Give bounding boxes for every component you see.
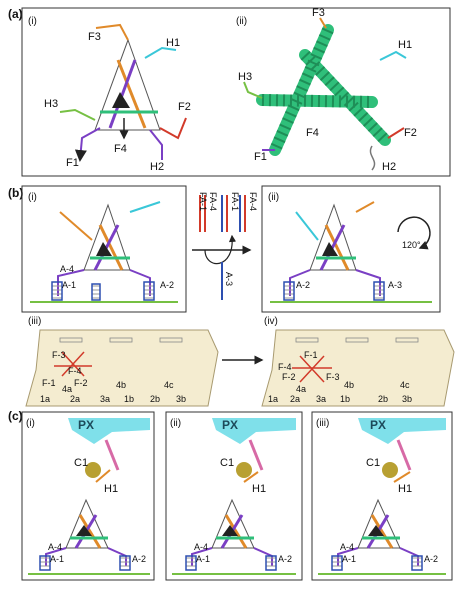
cargo-label-c-ii: C1 [220,457,234,469]
label-H1-a-i: H1 [166,37,180,49]
label-A2-b-ii: A-2 [296,280,310,290]
panel-b-ii-frame [261,185,441,313]
origami-iv-4a: 4a [296,384,306,394]
px-label-c-ii: PX [222,418,238,432]
duplex-label-2: FA-4 [208,192,218,211]
label-F2-a-ii: F2 [404,127,417,139]
rotation-label: 120° [402,240,421,250]
cargo-label-c-iii: C1 [366,457,380,469]
tile-3d-helix [243,17,407,171]
panel-label-c: (c) [8,409,23,423]
origami-iii-2b: 2b [150,394,160,404]
label-A1-b-i: A-1 [62,280,76,290]
origami-iv-1a: 1a [268,394,278,404]
tile-schematic [59,23,187,162]
walker-c-iii [318,418,446,575]
panel-c-ii-frame [165,411,303,581]
subpanel-label-b-i: (i) [28,192,37,203]
subpanel-label-c-iii: (iii) [316,418,329,429]
label-F2-a-i: F2 [178,101,191,113]
origami-iii-4b: 4b [116,380,126,390]
subpanel-label-c-ii: (ii) [170,418,181,429]
panel-a-frame [21,7,451,177]
duplex-label-3: FA-1 [230,192,240,211]
label-H1-c-i: H1 [104,483,118,495]
subpanel-label-a-ii: (ii) [236,16,247,27]
origami-iii [25,329,219,407]
origami-iii-F4: F-4 [68,366,82,376]
origami-iii-F3: F-3 [52,350,66,360]
label-H1-a-ii: H1 [398,39,412,51]
label-H3-a-ii: H3 [238,71,252,83]
px-label-c-i: PX [78,418,94,432]
origami-iv-4c: 4c [400,380,410,390]
origami-iv-4b: 4b [344,380,354,390]
origami-iv-1b: 1b [340,394,350,404]
label-F4-a-i: F4 [114,143,127,155]
panel-label-b: (b) [8,186,23,200]
label-A4-b-i: A-4 [60,264,74,274]
origami-iii-4a: 4a [62,384,72,394]
label-A1-c-i: A-1 [50,554,64,564]
origami-iii-4c: 4c [164,380,174,390]
origami-iv-2b: 2b [378,394,388,404]
label-F1-a-i: F1 [66,157,79,169]
label-A3-b-ii: A-3 [388,280,402,290]
label-A4-c-iii: A-4 [340,542,354,552]
label-H1-c-iii: H1 [398,483,412,495]
label-A2-b-i: A-2 [160,280,174,290]
duplex-label-1: FA-1 [198,192,208,211]
origami-iv-2a: 2a [290,394,300,404]
panel-c-iii-frame [311,411,453,581]
label-F1-a-ii: F1 [254,151,267,163]
reaction-scheme [192,195,252,300]
label-H2-a-i: H2 [150,161,164,173]
label-A2-c-iii: A-2 [424,554,438,564]
label-A2-c-i: A-2 [132,554,146,564]
walker-c-i [28,418,150,575]
panel-label-a: (a) [8,7,23,21]
subpanel-label-b-iii: (iii) [28,316,41,327]
cargo-label-c-i: C1 [74,457,88,469]
label-A3-strand: A-3 [224,272,234,286]
origami-iii-3a: 3a [100,394,110,404]
origami-iii-F2: F-2 [74,378,88,388]
walker-b-i [30,201,178,303]
label-A4-c-ii: A-4 [194,542,208,552]
panel-c-i-frame [21,411,155,581]
subpanel-label-a-i: (i) [28,16,37,27]
subpanel-label-b-ii: (ii) [268,192,279,203]
origami-iv-F2: F-2 [282,372,296,382]
label-F3-a-ii: F3 [312,7,325,19]
origami-iii-F1: F-1 [42,378,56,388]
origami-iv-3a: 3a [316,394,326,404]
label-F4-a-ii: F4 [306,127,319,139]
label-H1-c-ii: H1 [252,483,266,495]
walker-b-ii [270,201,432,303]
label-A1-c-iii: A-1 [342,554,356,564]
label-A2-c-ii: A-2 [278,554,292,564]
panel-b-i-frame [21,185,187,313]
origami-iv-F3: F-3 [326,372,340,382]
walker-c-ii [172,418,296,575]
origami-iii-2a: 2a [70,394,80,404]
origami-iii-3b: 3b [176,394,186,404]
label-H2-a-ii: H2 [382,161,396,173]
origami-iv [261,329,455,407]
subpanel-label-c-i: (i) [26,418,35,429]
duplex-label-4: FA-4 [248,192,258,211]
label-A1-c-ii: A-1 [196,554,210,564]
origami-iv-3b: 3b [402,394,412,404]
label-H3-a-i: H3 [44,98,58,110]
subpanel-label-b-iv: (iv) [264,316,278,327]
px-label-c-iii: PX [370,418,386,432]
label-A4-c-i: A-4 [48,542,62,552]
origami-iv-F1: F-1 [304,350,318,360]
origami-iv-F4: F-4 [278,362,292,372]
label-F3-a-i: F3 [88,31,101,43]
origami-iii-1a: 1a [40,394,50,404]
origami-iii-1b: 1b [124,394,134,404]
